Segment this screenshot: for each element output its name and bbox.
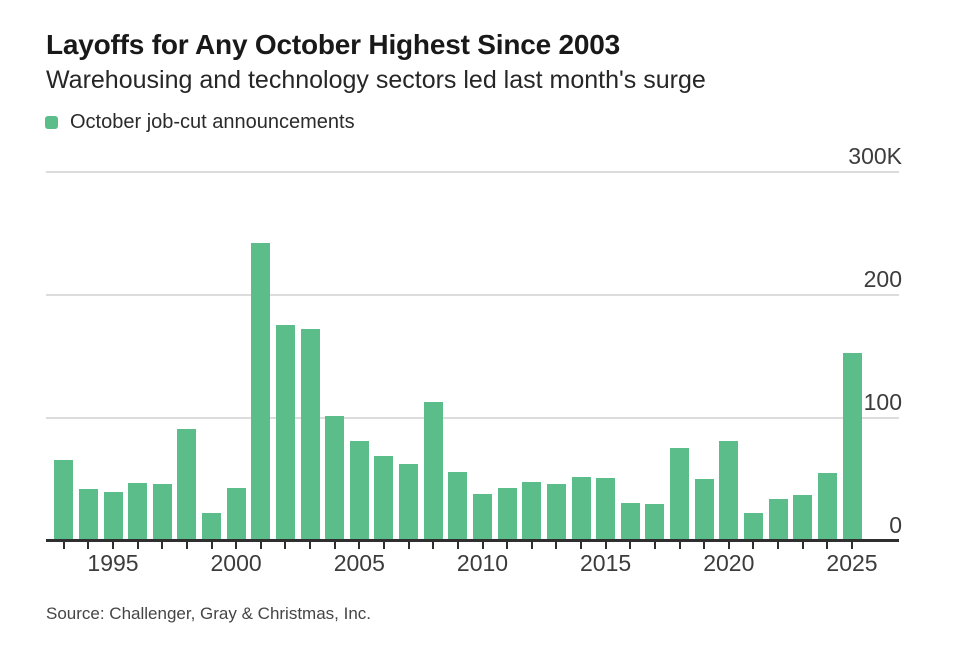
x-tick-2011 (506, 542, 509, 549)
bar-2010 (473, 494, 492, 541)
bar-1994 (78, 489, 98, 541)
x-tick-2022 (777, 542, 780, 549)
legend: October job-cut announcements (45, 111, 355, 134)
x-tick-2003 (309, 542, 311, 549)
x-tick-1997 (161, 542, 164, 549)
legend-swatch-icon (45, 116, 58, 129)
x-axis-label-2005: 2005 (333, 550, 385, 576)
bar-2018 (670, 448, 689, 541)
x-tick-2021 (752, 542, 755, 549)
gridline-200 (46, 294, 899, 296)
x-tick-2009 (456, 542, 459, 549)
bar-2008 (423, 402, 443, 541)
x-tick-1999 (210, 542, 213, 549)
gridline-100 (46, 417, 899, 419)
x-tick-1994 (87, 542, 90, 549)
source-note: Source: Challenger, Gray & Christmas, In… (46, 604, 372, 623)
x-tick-2017 (653, 542, 656, 549)
x-tick-2012 (530, 542, 533, 549)
x-tick-1998 (185, 542, 188, 549)
x-axis-label-2010: 2010 (456, 550, 509, 576)
x-tick-2025 (851, 542, 853, 549)
x-tick-2019 (703, 542, 706, 549)
bar-2011 (497, 488, 517, 541)
bar-2012 (522, 482, 542, 541)
x-tick-2002 (284, 542, 287, 549)
bar-2019 (694, 479, 714, 541)
bar-1998 (177, 429, 197, 541)
x-tick-2001 (259, 542, 262, 549)
bar-1995 (103, 492, 123, 541)
chart-title: Layoffs for Any October Highest Since 20… (46, 29, 621, 60)
bar-2024 (817, 473, 837, 541)
bar-2021 (743, 513, 763, 541)
bar-1997 (152, 484, 172, 541)
y-axis-label-200: 200 (863, 266, 902, 292)
bar-1993 (54, 460, 74, 541)
x-tick-2020 (727, 542, 730, 549)
bar-2000 (226, 488, 246, 541)
x-tick-2016 (629, 542, 632, 549)
bar-1996 (128, 483, 148, 541)
x-axis-label-2015: 2015 (580, 550, 632, 576)
bar-2001 (251, 243, 271, 541)
x-tick-2006 (382, 542, 385, 549)
x-tick-2005 (358, 542, 361, 549)
x-tick-2013 (555, 542, 558, 549)
x-tick-2004 (333, 542, 336, 549)
bar-2006 (374, 456, 394, 541)
bar-2007 (399, 464, 419, 541)
bar-2017 (645, 504, 665, 541)
y-axis-label-100: 100 (863, 389, 902, 415)
bar-2015 (596, 478, 616, 541)
x-tick-2015 (604, 542, 607, 549)
bar-2020 (719, 441, 739, 541)
legend-label: October job-cut announcements (70, 111, 355, 133)
x-tick-2014 (580, 542, 582, 549)
bar-2013 (546, 484, 566, 541)
x-axis-label-2020: 2020 (703, 550, 755, 576)
bar-2016 (620, 503, 640, 541)
x-tick-2008 (432, 542, 435, 549)
bar-1999 (202, 513, 221, 541)
x-tick-1995 (112, 542, 114, 549)
x-axis-label-1995: 1995 (87, 550, 139, 576)
x-tick-2000 (235, 542, 238, 549)
bar-2004 (325, 416, 345, 541)
x-tick-2024 (826, 542, 829, 549)
x-axis-label-2000: 2000 (210, 550, 262, 576)
bar-2014 (571, 477, 591, 541)
bar-2022 (768, 499, 788, 541)
x-tick-2007 (407, 542, 410, 549)
x-axis-line (46, 539, 899, 542)
x-axis-label-2025: 2025 (826, 550, 878, 576)
bar-2005 (349, 441, 369, 541)
gridline-300 (46, 171, 899, 173)
x-tick-1993 (62, 542, 65, 549)
bar-2003 (300, 329, 320, 541)
x-tick-2010 (481, 542, 484, 549)
x-tick-2023 (801, 542, 804, 549)
y-axis-label-0: 0 (889, 512, 902, 538)
bar-2002 (275, 325, 295, 541)
bar-2025 (842, 353, 862, 541)
bar-2009 (448, 472, 468, 541)
chart-subtitle: Warehousing and technology sectors led l… (46, 66, 706, 94)
x-tick-2018 (678, 542, 681, 549)
y-axis-label-300K: 300K (848, 143, 902, 169)
bar-2023 (793, 495, 813, 541)
x-tick-1996 (136, 542, 139, 549)
